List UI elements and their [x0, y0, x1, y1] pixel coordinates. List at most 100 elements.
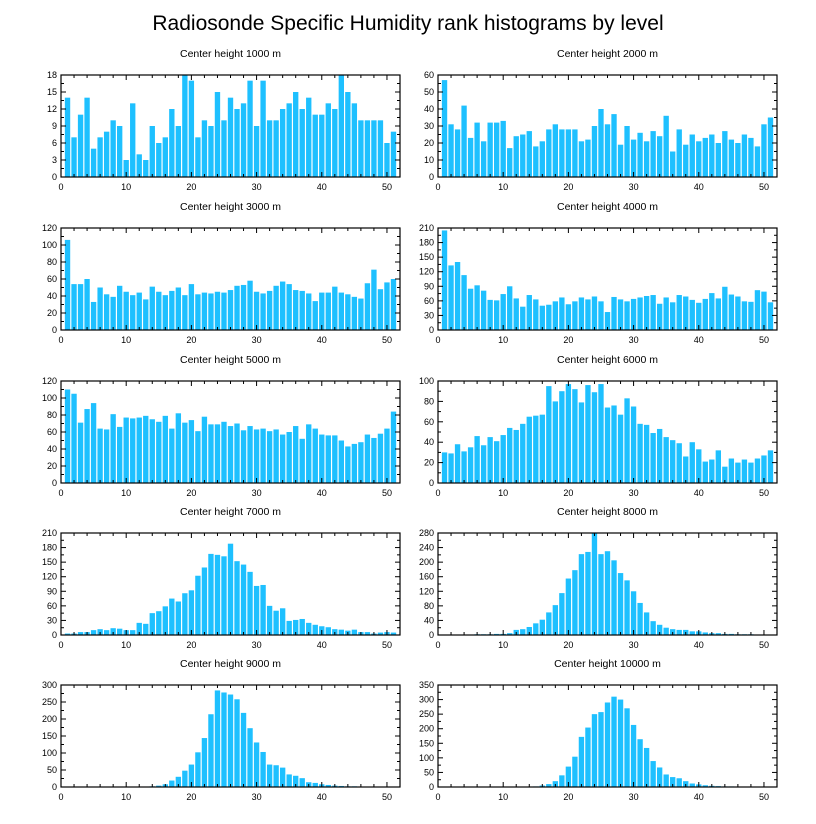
histogram-bar	[175, 776, 182, 787]
y-tick-label: 160	[419, 572, 434, 582]
histogram-bar	[84, 409, 90, 483]
histogram-bar	[604, 407, 611, 483]
histogram-bar	[480, 141, 487, 177]
histogram-bar	[598, 712, 604, 787]
histogram-bar	[585, 727, 591, 787]
histogram-bar	[332, 109, 338, 177]
histogram-bar	[390, 632, 397, 635]
histogram-bar	[149, 286, 155, 330]
y-tick-label: 30	[424, 310, 434, 320]
histogram-bar	[709, 293, 715, 330]
histogram-bar	[293, 426, 299, 483]
y-tick-label: 0	[52, 172, 57, 182]
chart-panel-10: Center height 10000 m 0 10 20 30 40 50 0 50 100 15…	[419, 658, 778, 802]
histogram-bar	[390, 279, 397, 330]
histogram-bar	[299, 290, 305, 330]
y-tick-label: 40	[47, 444, 57, 454]
histogram-bar	[572, 756, 578, 787]
histogram-bar	[448, 265, 454, 330]
x-tick-label: 20	[186, 640, 196, 650]
y-tick-label: 20	[47, 308, 57, 318]
y-tick-label: 350	[419, 680, 434, 690]
histogram-bar	[546, 612, 552, 635]
histogram-bar	[143, 623, 149, 635]
main-title: Radiosonde Specific Humidity rank histog…	[152, 12, 663, 35]
y-tick-label: 40	[424, 437, 434, 447]
histogram-bar	[377, 433, 384, 483]
histogram-bar	[90, 148, 97, 177]
histogram-bar	[84, 97, 90, 177]
histogram-bar	[643, 747, 650, 787]
histogram-bar	[754, 458, 761, 483]
histogram-bar	[533, 623, 539, 635]
histogram-bar	[611, 405, 617, 483]
x-tick-label: 20	[563, 792, 573, 802]
histogram-bar	[240, 284, 247, 330]
histogram-bar	[390, 131, 397, 177]
histogram-bar	[345, 446, 351, 483]
histogram-bar	[266, 605, 273, 635]
histogram-bar	[617, 699, 624, 787]
histogram-bar	[598, 301, 604, 330]
histogram-bar	[136, 154, 142, 177]
histogram-bar	[689, 134, 695, 177]
histogram-bar	[663, 627, 669, 635]
x-tick-label: 10	[121, 640, 131, 650]
histogram-bar	[286, 774, 292, 787]
histogram-bar	[175, 287, 182, 330]
histogram-bar	[351, 103, 358, 177]
histogram-bar	[364, 434, 371, 483]
y-tick-label: 50	[47, 765, 57, 775]
histogram-bar	[670, 440, 676, 483]
y-tick-label: 100	[42, 393, 57, 403]
histogram-bar	[663, 115, 669, 177]
histogram-bar	[247, 571, 253, 635]
x-tick-label: 0	[58, 335, 63, 345]
histogram-bar	[130, 295, 136, 330]
histogram-bar	[149, 613, 155, 635]
histogram-bar	[526, 416, 532, 483]
histogram-bar	[195, 431, 201, 483]
y-tick-label: 0	[52, 478, 57, 488]
histogram-bar	[598, 109, 604, 177]
chart-panel-2: Center height 2000 m 0 10 20 30 40 50 0 10 20 30 40…	[424, 48, 778, 192]
histogram-bar	[64, 239, 71, 330]
histogram-bar	[676, 295, 682, 330]
histogram-bar	[643, 612, 650, 635]
histogram-bar	[630, 298, 637, 330]
histogram-bar	[338, 75, 344, 177]
histogram-bar	[494, 441, 500, 483]
histogram-bar	[201, 120, 208, 177]
histogram-bar	[546, 784, 552, 787]
histogram-bar	[156, 785, 162, 787]
histogram-bar	[702, 298, 708, 330]
histogram-bar	[709, 134, 715, 177]
histogram-bar	[286, 103, 292, 177]
histogram-bar	[565, 304, 572, 330]
histogram-bar	[371, 120, 377, 177]
histogram-bar	[643, 141, 650, 177]
y-tick-label: 150	[419, 252, 434, 262]
histogram-bar	[670, 777, 676, 787]
x-tick-label: 30	[252, 335, 262, 345]
x-tick-label: 30	[252, 640, 262, 650]
y-tick-label: 18	[47, 70, 57, 80]
histogram-bar	[169, 780, 175, 787]
histogram-bar	[273, 429, 279, 483]
histogram-bar	[97, 287, 103, 330]
histogram-bar	[572, 389, 578, 483]
histogram-bar	[735, 462, 741, 483]
histogram-bar	[722, 131, 728, 177]
histogram-bar	[188, 420, 195, 483]
x-tick-label: 50	[382, 792, 392, 802]
histogram-bar	[260, 80, 266, 177]
histogram-bar	[578, 297, 585, 330]
histogram-bar	[156, 143, 162, 177]
histogram-bar	[507, 633, 513, 635]
histogram-bar	[630, 724, 637, 787]
histogram-bar	[565, 578, 572, 635]
histogram-bar	[494, 300, 500, 330]
histogram-bar	[696, 449, 702, 483]
histogram-bar	[533, 415, 539, 483]
histogram-bar	[266, 290, 273, 330]
